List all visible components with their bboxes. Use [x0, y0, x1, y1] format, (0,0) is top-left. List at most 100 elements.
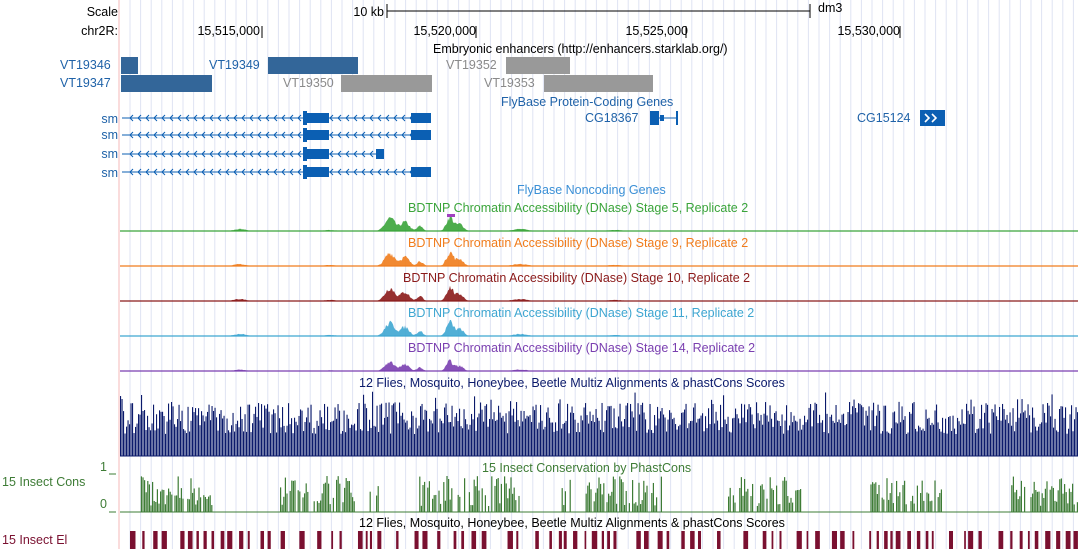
multiz-bar	[1024, 410, 1026, 456]
multiz-bar	[843, 413, 845, 456]
multiz-bar	[154, 430, 156, 456]
multiz-bar	[465, 419, 467, 456]
insect-cons-bar	[926, 492, 928, 512]
gene-label-cg15124[interactable]: CG15124	[857, 111, 911, 125]
transcript-label-sm[interactable]: sm	[101, 112, 118, 126]
multiz-bar	[501, 417, 503, 456]
dnase-signal	[120, 285, 700, 301]
insect-cons-bar	[616, 503, 618, 512]
multiz-bar	[376, 405, 378, 456]
multiz-bar	[825, 392, 827, 456]
enhancer-label-vt19352[interactable]: VT19352	[446, 58, 497, 72]
insect-cons-bar	[1049, 489, 1051, 512]
enhancer-label-vt19347[interactable]: VT19347	[60, 76, 111, 90]
multiz-bar	[1050, 416, 1052, 456]
multiz-bar	[409, 427, 411, 456]
insect-cons-bar	[728, 496, 730, 512]
exon	[303, 128, 307, 142]
insect-cons-bar	[518, 495, 520, 512]
multiz-bar	[411, 411, 413, 456]
multiz-bar	[646, 432, 648, 456]
insect-cons-bar	[796, 490, 798, 512]
strand-arrow	[393, 168, 398, 176]
multiz-bar	[510, 401, 512, 456]
insect-cons-bar	[1020, 480, 1022, 512]
multiz-bar	[183, 429, 185, 456]
insect-cons-bar	[752, 483, 754, 512]
insect-element-block	[203, 531, 207, 549]
insect-cons-bar	[940, 489, 942, 512]
multiz-bar	[694, 403, 696, 456]
strand-arrow	[345, 168, 350, 176]
insect-cons-bar	[169, 491, 171, 512]
multiz-bar	[618, 416, 620, 456]
multiz-bar	[511, 415, 513, 456]
enhancer-label-vt19350[interactable]: VT19350	[283, 76, 334, 90]
insect-cons-bar	[468, 492, 470, 512]
transcript-label-sm[interactable]: sm	[101, 166, 118, 180]
multiz-bar	[765, 402, 767, 456]
strand-arrow	[369, 168, 374, 176]
insect-cons-bar	[638, 482, 640, 512]
strand-arrow	[209, 131, 214, 139]
multiz-bar	[556, 430, 558, 456]
strand-arrow	[273, 168, 278, 176]
enhancer-label-vt19349[interactable]: VT19349	[209, 58, 260, 72]
gene-label-cg18367[interactable]: CG18367	[585, 111, 639, 125]
multiz-bar	[159, 410, 161, 456]
multiz-bar	[453, 426, 455, 456]
multiz-bar	[990, 433, 992, 456]
multiz-bar	[1056, 430, 1058, 456]
multiz-bar	[135, 426, 137, 456]
multiz-bar	[724, 419, 726, 456]
multiz-bar	[361, 430, 363, 456]
multiz-bar	[1065, 407, 1067, 456]
multiz-bar	[901, 406, 903, 456]
insect-cons-bar	[587, 485, 589, 512]
insect-cons-bar	[734, 502, 736, 512]
multiz-bar	[877, 404, 879, 456]
multiz-bar	[612, 428, 614, 456]
multiz-bar	[840, 422, 842, 456]
multiz-bar	[529, 415, 531, 456]
insect-cons-side-label[interactable]: 15 Insect Cons	[2, 475, 86, 489]
insect-element-block	[227, 531, 233, 549]
multiz-bar	[405, 422, 407, 456]
insect-cons-bar	[771, 488, 773, 512]
multiz-bar	[205, 416, 207, 456]
strand-arrow	[297, 150, 302, 158]
multiz-bar	[144, 410, 146, 456]
multiz-bar	[123, 411, 125, 456]
enhancer-label-vt19346[interactable]: VT19346	[60, 58, 111, 72]
insect-cons-bar	[641, 500, 643, 512]
strand-arrow	[377, 168, 382, 176]
multiz-bar	[444, 407, 446, 456]
enhancer-label-vt19353[interactable]: VT19353	[484, 76, 535, 90]
strand-arrow	[169, 150, 174, 158]
strand-arrow	[201, 114, 206, 122]
multiz-bar	[534, 410, 536, 456]
multiz-bar	[360, 429, 362, 456]
insect-cons-bar	[756, 505, 758, 512]
insect-cons-bar	[153, 500, 155, 512]
insect-cons-bar	[323, 483, 325, 512]
multiz-bar	[165, 433, 167, 456]
multiz-bar	[294, 417, 296, 456]
multiz-bar	[327, 406, 329, 456]
transcript-label-sm[interactable]: sm	[101, 147, 118, 161]
multiz-bar	[402, 412, 404, 456]
multiz-bar	[637, 403, 639, 456]
multiz-bar	[700, 415, 702, 456]
insect-el-side-label[interactable]: 15 Insect El	[2, 533, 68, 547]
multiz-bar	[120, 396, 122, 456]
transcript-label-sm[interactable]: sm	[101, 128, 118, 142]
multiz-bar	[865, 410, 867, 456]
strand-arrow	[129, 131, 134, 139]
insect-element-block	[584, 531, 587, 549]
multiz-bar	[237, 420, 239, 456]
insect-cons-bar	[187, 498, 189, 512]
multiz-bar	[667, 419, 669, 456]
insect-element-block	[211, 531, 215, 549]
